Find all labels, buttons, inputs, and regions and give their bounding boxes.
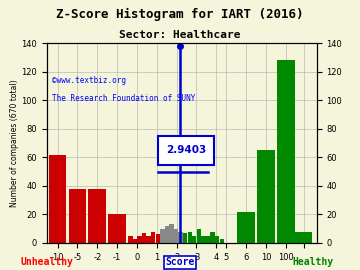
Bar bbox=[295, 232, 312, 243]
Bar bbox=[277, 60, 294, 243]
Bar bbox=[137, 236, 142, 243]
Text: Unhealthy: Unhealthy bbox=[21, 257, 73, 267]
Bar bbox=[49, 154, 66, 243]
Text: ©www.textbiz.org: ©www.textbiz.org bbox=[52, 76, 126, 85]
Bar bbox=[174, 229, 178, 243]
Bar bbox=[237, 212, 255, 243]
Bar bbox=[183, 233, 187, 243]
Bar bbox=[142, 233, 146, 243]
Bar bbox=[210, 232, 215, 243]
Bar bbox=[169, 224, 174, 243]
Bar bbox=[179, 232, 183, 243]
Bar bbox=[128, 236, 132, 243]
Y-axis label: Number of companies (670 total): Number of companies (670 total) bbox=[10, 79, 19, 207]
Bar bbox=[197, 229, 201, 243]
FancyBboxPatch shape bbox=[158, 136, 213, 164]
Bar bbox=[160, 229, 165, 243]
Text: Score: Score bbox=[165, 257, 195, 267]
Text: Sector: Healthcare: Sector: Healthcare bbox=[119, 30, 241, 40]
Bar bbox=[257, 150, 275, 243]
Bar bbox=[215, 236, 219, 243]
Bar bbox=[147, 236, 151, 243]
Bar bbox=[192, 236, 197, 243]
Text: 2.9403: 2.9403 bbox=[166, 145, 206, 155]
Text: The Research Foundation of SUNY: The Research Foundation of SUNY bbox=[52, 94, 195, 103]
Bar bbox=[89, 189, 106, 243]
Bar bbox=[108, 214, 126, 243]
Bar bbox=[156, 234, 160, 243]
Bar bbox=[133, 239, 137, 243]
Bar bbox=[206, 236, 210, 243]
Text: Healthy: Healthy bbox=[293, 257, 334, 267]
Bar bbox=[220, 239, 224, 243]
Bar bbox=[151, 232, 156, 243]
Bar bbox=[69, 189, 86, 243]
Bar bbox=[201, 236, 206, 243]
Text: Z-Score Histogram for IART (2016): Z-Score Histogram for IART (2016) bbox=[56, 8, 304, 21]
Bar bbox=[188, 232, 192, 243]
Bar bbox=[165, 226, 169, 243]
